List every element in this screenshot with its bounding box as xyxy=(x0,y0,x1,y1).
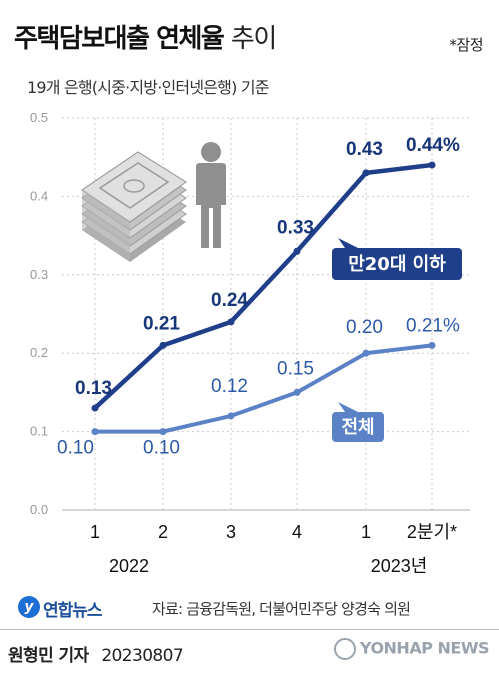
data-label: 0.13 xyxy=(75,378,112,399)
x-axis-labels: 1 2 3 4 1 2분기* 2022 2023년 xyxy=(90,522,457,576)
data-label: 0.44% xyxy=(406,135,460,156)
data-label: 0.12 xyxy=(211,376,248,397)
title-light: 추이 xyxy=(230,24,277,54)
data-point xyxy=(293,388,301,396)
series-line-0 xyxy=(92,162,435,411)
y-axis-ticks: 0.0 0.1 0.2 0.3 0.4 0.5 xyxy=(30,110,48,517)
data-label: 0.10 xyxy=(57,438,94,459)
x-tick-label: 2분기* xyxy=(407,522,457,542)
series-tag-tail xyxy=(338,238,358,248)
data-label: 0.21% xyxy=(406,315,460,336)
y-tick-label: 0.2 xyxy=(30,345,48,360)
x-tick-label: 3 xyxy=(226,522,236,542)
x-tick-label: 4 xyxy=(292,522,302,542)
data-label: 0.43 xyxy=(346,139,383,160)
y-tick-label: 0.4 xyxy=(30,188,48,203)
series-tag-tail xyxy=(338,402,358,412)
series-tag-box xyxy=(332,412,384,442)
series-line-1 xyxy=(93,343,434,434)
money-stack-and-person-icon xyxy=(81,142,226,262)
series-tag-label: 만20대 이하 xyxy=(348,254,446,275)
data-label: 0.21 xyxy=(143,313,180,334)
data-label: 0.20 xyxy=(346,317,383,338)
y-tick-label: 0.1 xyxy=(30,424,48,439)
series-tag-0: 만20대 이하 xyxy=(332,238,462,280)
data-point xyxy=(91,404,99,412)
chart-title: 주택담보대출 연체율 추이 xyxy=(14,18,277,55)
y-tick-label: 0.0 xyxy=(30,502,48,517)
x-tick-label: 1 xyxy=(361,522,371,542)
source-text: 자료: 금융감독원, 더불어민주당 양경숙 의원 xyxy=(152,600,411,618)
x-tick-label: 2 xyxy=(158,522,168,542)
preliminary-note: *잠정 xyxy=(449,36,483,54)
data-point xyxy=(293,247,301,255)
data-point xyxy=(227,412,235,420)
watermark-logo-icon xyxy=(333,638,356,660)
data-labels: 0.13 0.21 0.24 0.33 0.43 0.44% 0.10 0.10 0.12 0.1… xyxy=(57,135,460,459)
series-tag-label: 전체 xyxy=(341,417,374,438)
publish-date: 20230807 xyxy=(101,646,184,666)
chart-subtitle: 19개 은행(시중·지방·인터넷은행) 기준 xyxy=(27,78,269,97)
line-chart: 0.00.10.20.30.40.5 0.130.210.240.330.43 0… xyxy=(30,110,470,576)
x-tick-label: 1 xyxy=(90,522,100,542)
data-point xyxy=(428,161,436,169)
footer-divider xyxy=(0,629,499,630)
data-label: 0.24 xyxy=(211,290,248,311)
series-lines xyxy=(91,161,436,436)
reporter-name: 원형민 기자 xyxy=(8,646,89,666)
person-icon xyxy=(196,142,226,248)
source-logo-text: 연합뉴스 xyxy=(43,601,103,621)
data-point xyxy=(362,169,370,177)
data-point xyxy=(159,341,167,349)
money-stack-icon xyxy=(81,151,187,262)
data-point xyxy=(227,318,235,326)
byline: 원형민 기자 20230807 xyxy=(8,641,184,666)
series-tag-box xyxy=(332,248,462,280)
data-label: 0.33 xyxy=(277,217,314,238)
data-point xyxy=(428,341,436,349)
y-tick-label: 0.5 xyxy=(30,110,48,125)
y-tick-label: 0.3 xyxy=(30,267,48,282)
yonhap-logo-icon: y xyxy=(18,596,40,618)
watermark-text: YONHAP NEWS xyxy=(359,638,490,658)
title-bold: 주택담보대출 연체율 xyxy=(14,24,225,54)
x-year-label: 2023년 xyxy=(371,556,428,576)
data-point xyxy=(362,349,370,357)
source-row: y 연합뉴스 자료: 금융감독원, 더불어민주당 양경숙 의원 xyxy=(18,594,488,622)
watermark: YONHAP NEWS xyxy=(333,638,490,660)
series-tag-1: 전체 xyxy=(332,402,384,442)
data-point xyxy=(159,428,167,436)
x-year-label: 2022 xyxy=(109,556,149,576)
data-label: 0.10 xyxy=(143,438,180,459)
data-label: 0.15 xyxy=(277,358,314,379)
data-point xyxy=(91,428,99,436)
